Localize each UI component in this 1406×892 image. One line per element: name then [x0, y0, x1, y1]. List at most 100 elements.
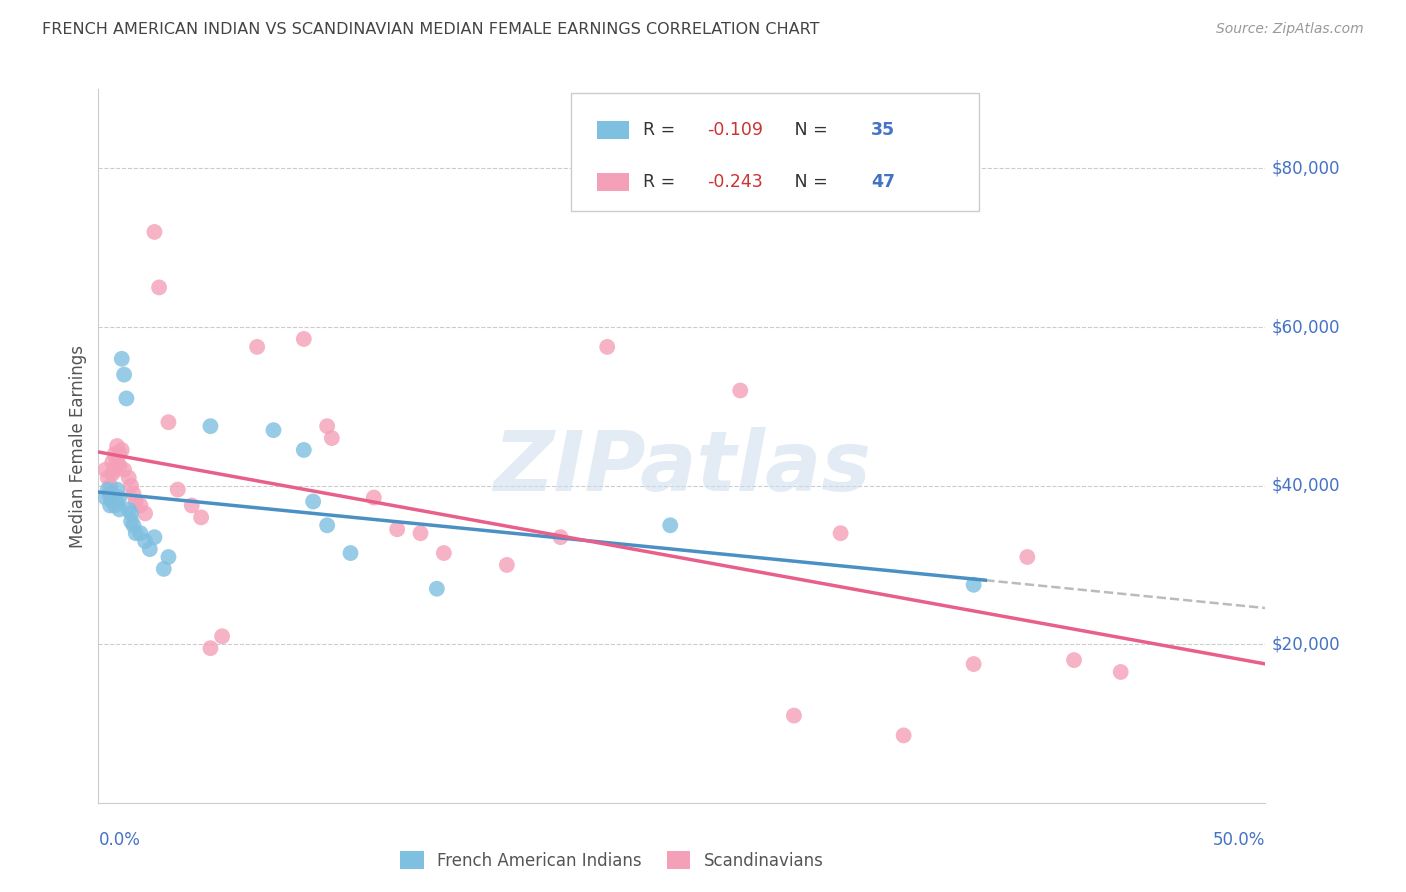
Point: [302, 494, 325, 508]
Point: [830, 526, 852, 541]
Point: [108, 491, 131, 505]
Point: [98, 478, 121, 492]
Text: -0.243: -0.243: [707, 173, 763, 191]
Point: [101, 486, 124, 500]
Point: [1017, 549, 1039, 564]
Text: N =: N =: [778, 121, 832, 139]
Point: [120, 507, 142, 521]
Point: [125, 526, 148, 541]
Point: [97, 471, 120, 485]
Point: [1109, 665, 1132, 679]
Point: [118, 502, 141, 516]
Point: [98, 486, 121, 500]
Point: [120, 478, 142, 492]
Point: [118, 471, 141, 485]
Point: [125, 494, 148, 508]
Point: [129, 526, 152, 541]
Text: R =: R =: [644, 173, 681, 191]
Point: [94, 463, 117, 477]
Text: FRENCH AMERICAN INDIAN VS SCANDINAVIAN MEDIAN FEMALE EARNINGS CORRELATION CHART: FRENCH AMERICAN INDIAN VS SCANDINAVIAN M…: [42, 22, 820, 37]
Point: [129, 499, 152, 513]
Point: [659, 518, 682, 533]
Text: $60,000: $60,000: [1271, 318, 1340, 336]
Y-axis label: Median Female Earnings: Median Female Earnings: [69, 344, 87, 548]
FancyBboxPatch shape: [596, 121, 630, 139]
Point: [111, 442, 134, 457]
Point: [550, 530, 572, 544]
Text: $40,000: $40,000: [1271, 476, 1340, 495]
Point: [409, 526, 432, 541]
Text: $20,000: $20,000: [1271, 635, 1340, 653]
Point: [98, 491, 121, 505]
Point: [962, 578, 984, 592]
Point: [596, 340, 619, 354]
Point: [433, 546, 456, 560]
Point: [143, 225, 166, 239]
Point: [105, 439, 128, 453]
Point: [190, 510, 212, 524]
Point: [108, 502, 131, 516]
Point: [962, 657, 984, 671]
Point: [166, 483, 188, 497]
Point: [316, 419, 339, 434]
Point: [200, 419, 222, 434]
Point: [104, 447, 127, 461]
Point: [108, 458, 131, 473]
Point: [122, 518, 145, 533]
Point: [104, 463, 127, 477]
Point: [111, 351, 134, 366]
Point: [104, 494, 127, 508]
Point: [143, 530, 166, 544]
Point: [426, 582, 449, 596]
Point: [134, 507, 156, 521]
Point: [98, 499, 121, 513]
Point: [101, 467, 124, 481]
Point: [115, 392, 138, 406]
Point: [495, 558, 517, 572]
Point: [292, 442, 315, 457]
Point: [97, 483, 120, 497]
Text: 35: 35: [870, 121, 896, 139]
Point: [246, 340, 269, 354]
Point: [105, 455, 128, 469]
Point: [148, 280, 170, 294]
Point: [316, 518, 339, 533]
Point: [112, 368, 135, 382]
Point: [112, 463, 135, 477]
Point: [363, 491, 385, 505]
Point: [104, 499, 127, 513]
Point: [94, 491, 117, 505]
Text: -0.109: -0.109: [707, 121, 763, 139]
Point: [122, 486, 145, 500]
Point: [200, 641, 222, 656]
FancyBboxPatch shape: [596, 173, 630, 191]
Text: ZIPatlas: ZIPatlas: [494, 427, 870, 508]
Point: [783, 708, 806, 723]
Text: Source: ZipAtlas.com: Source: ZipAtlas.com: [1216, 22, 1364, 37]
Point: [292, 332, 315, 346]
Text: 50.0%: 50.0%: [1213, 831, 1265, 849]
Point: [105, 494, 128, 508]
Point: [339, 546, 361, 560]
Point: [1063, 653, 1085, 667]
Legend: French American Indians, Scandinavians: French American Indians, Scandinavians: [394, 845, 830, 877]
Point: [157, 415, 180, 429]
Point: [108, 447, 131, 461]
Point: [101, 455, 124, 469]
Text: N =: N =: [778, 173, 832, 191]
FancyBboxPatch shape: [571, 93, 980, 211]
Point: [157, 549, 180, 564]
Point: [105, 483, 128, 497]
Text: 47: 47: [870, 173, 896, 191]
Point: [211, 629, 233, 643]
Point: [101, 494, 124, 508]
Point: [893, 728, 915, 742]
Point: [139, 542, 162, 557]
Point: [152, 562, 174, 576]
Point: [385, 522, 408, 536]
Text: 0.0%: 0.0%: [98, 831, 141, 849]
Point: [262, 423, 284, 437]
Point: [180, 499, 202, 513]
Text: $80,000: $80,000: [1271, 160, 1340, 178]
Point: [321, 431, 343, 445]
